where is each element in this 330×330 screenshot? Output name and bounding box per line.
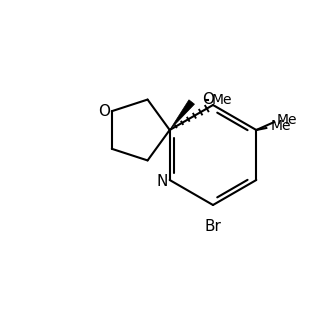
Text: Me: Me — [276, 113, 297, 127]
Text: O: O — [202, 92, 214, 108]
Text: Me: Me — [212, 93, 232, 107]
Polygon shape — [170, 100, 194, 130]
Text: Br: Br — [205, 219, 221, 234]
Text: O: O — [98, 104, 110, 119]
Text: Me: Me — [270, 119, 291, 133]
Text: N: N — [156, 175, 167, 189]
